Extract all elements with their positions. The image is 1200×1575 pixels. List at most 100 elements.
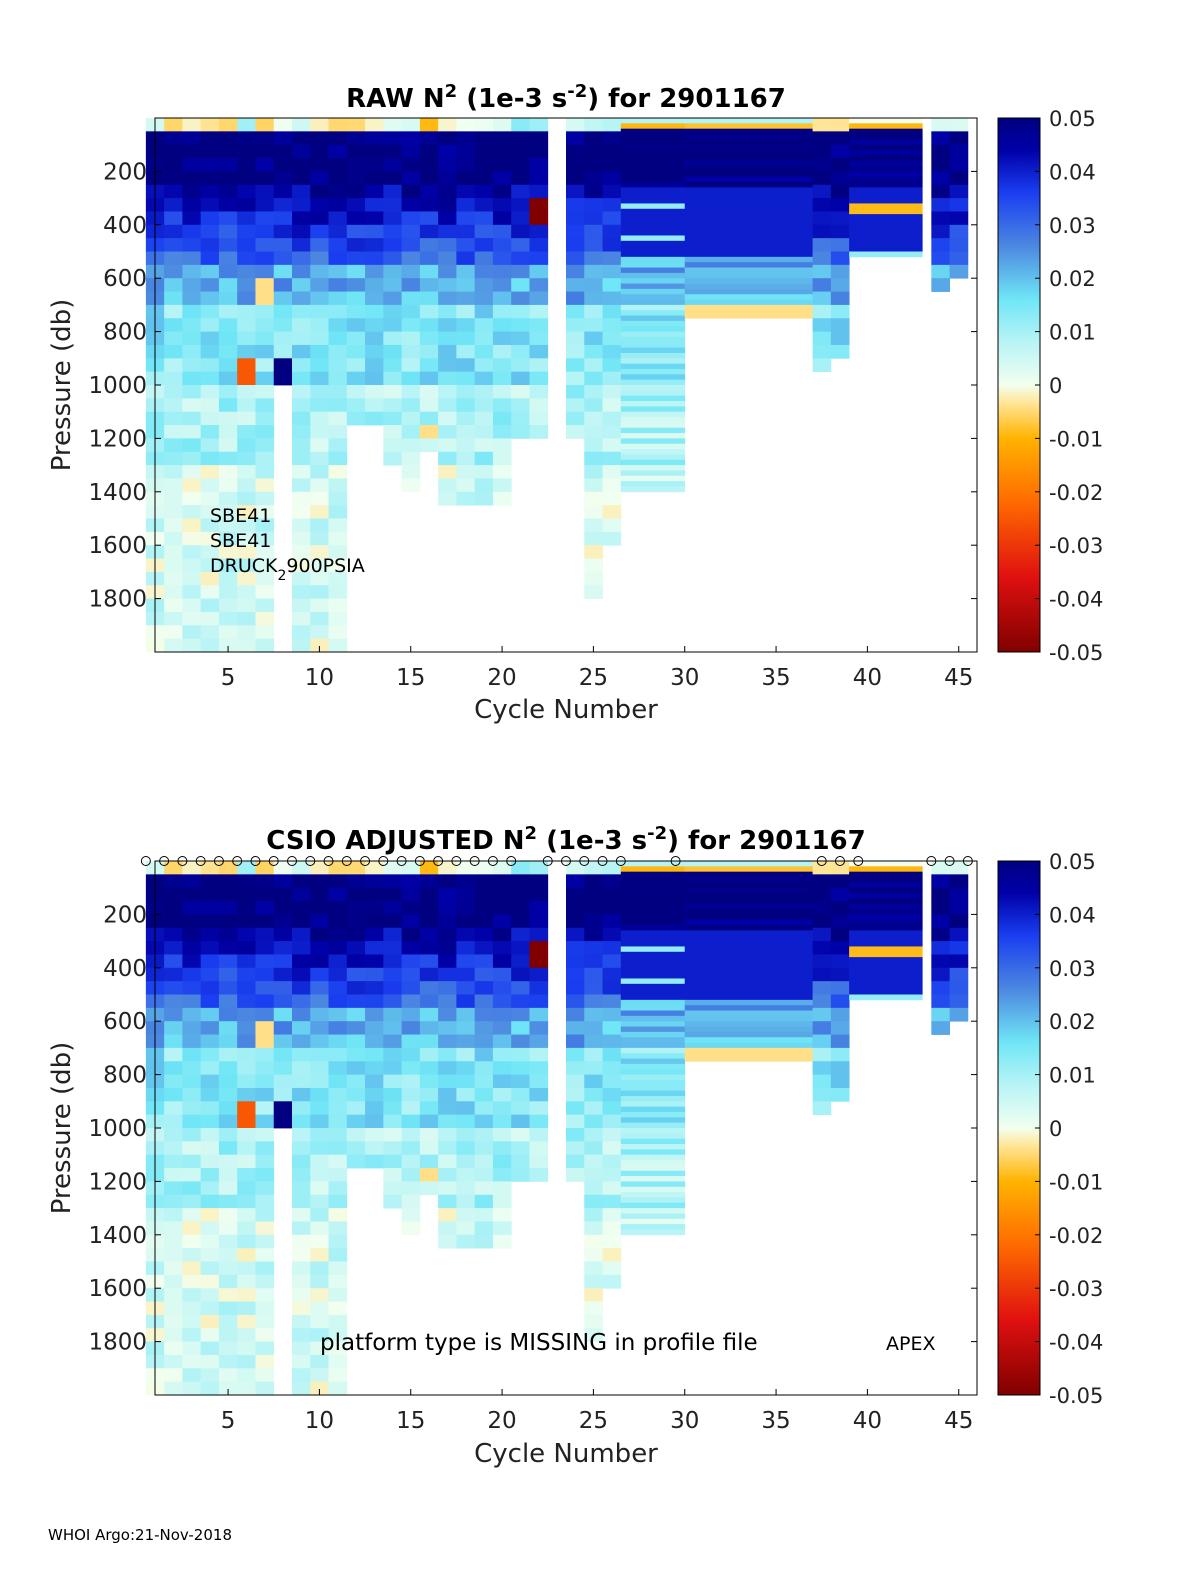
heatmap-cell (830, 198, 850, 212)
heatmap-cell (218, 901, 238, 915)
heatmap-cell (182, 914, 202, 929)
heatmap-cell (438, 1141, 457, 1156)
heatmap-cell (566, 1154, 585, 1169)
heatmap-cell (273, 1021, 293, 1035)
heatmap-cell (218, 1248, 238, 1262)
heatmap-cell (255, 914, 275, 929)
heatmap-cell (602, 1087, 622, 1102)
heatmap-cell (419, 358, 439, 373)
heatmap-cell (383, 438, 402, 453)
heatmap-cell (492, 184, 512, 199)
heatmap-cell (584, 1034, 603, 1049)
heatmap-cell (492, 1074, 512, 1089)
heatmap-cell (346, 1074, 366, 1089)
heatmap-cell (620, 288, 686, 295)
heatmap-cell (182, 1208, 202, 1222)
heatmap-cell (620, 909, 686, 915)
heatmap-cell (328, 278, 348, 292)
heatmap-cell (292, 1234, 311, 1249)
heatmap-cell (346, 874, 366, 889)
heatmap-cell (684, 240, 813, 247)
heatmap-cell (218, 398, 238, 413)
heatmap-cell (438, 927, 457, 942)
heatmap-cell (273, 131, 293, 146)
heatmap-cell (456, 371, 476, 386)
heatmap-cell (200, 1074, 220, 1089)
qc-marker (213, 856, 224, 866)
heatmap-cell (310, 901, 329, 915)
heatmap-cell (401, 398, 421, 413)
heatmap-cell (237, 398, 256, 413)
heatmap-cell (812, 304, 832, 319)
heatmap-cell (328, 1141, 348, 1156)
heatmap-cell (237, 981, 256, 995)
heatmap-cell (529, 927, 549, 942)
heatmap-cell (474, 291, 494, 306)
heatmap-cell (474, 238, 494, 252)
heatmap-cell (182, 1181, 202, 1196)
heatmap-cell (566, 264, 585, 279)
heatmap-cell (492, 385, 512, 399)
heatmap-cell (438, 385, 457, 399)
heatmap-cell (182, 861, 202, 875)
heatmap-cell (346, 1021, 366, 1035)
heatmap-cell (200, 184, 220, 199)
heatmap-cell (529, 1007, 549, 1022)
heatmap-cell (474, 1181, 494, 1196)
heatmap-cell (474, 1114, 494, 1129)
heatmap-cell (365, 1034, 384, 1049)
heatmap-cell (812, 1007, 832, 1022)
heatmap-cell (328, 638, 348, 653)
heatmap-cell (328, 531, 348, 546)
heatmap-cell (292, 1221, 311, 1236)
heatmap-cell (346, 954, 366, 969)
heatmap-cell (255, 1074, 275, 1089)
heatmap-cell (602, 331, 622, 346)
heatmap-cell (255, 531, 275, 546)
heatmap-cell (584, 1168, 603, 1182)
heatmap-cell (931, 927, 950, 942)
heatmap-cell (255, 1354, 275, 1369)
heatmap-cell (328, 558, 348, 573)
heatmap-cell (365, 144, 384, 159)
heatmap-cell (401, 1154, 421, 1169)
heatmap-cell (218, 491, 238, 506)
heatmap-cell (684, 930, 813, 937)
heatmap-cell (812, 264, 832, 279)
heatmap-cell (292, 1114, 311, 1129)
heatmap-cell (200, 558, 220, 573)
heatmap-cell (492, 224, 512, 239)
heatmap-cell (164, 1288, 183, 1302)
heatmap-cell (292, 1274, 311, 1289)
heatmap-cell (292, 1141, 311, 1156)
heatmap-cell (255, 1221, 275, 1236)
x-tick-label: 35 (761, 1408, 790, 1434)
heatmap-cell (237, 451, 256, 466)
heatmap-cell (511, 158, 530, 172)
heatmap-cell (949, 264, 969, 279)
heatmap-cell (164, 344, 183, 359)
heatmap-cell (255, 1021, 275, 1035)
heatmap-cell (401, 927, 421, 942)
heatmap-cell (237, 211, 256, 226)
heatmap-cell (492, 331, 512, 346)
heatmap-cell (365, 1021, 384, 1035)
heatmap-cell (237, 625, 256, 640)
heatmap-cell (237, 251, 256, 266)
heatmap-cell (310, 585, 329, 599)
heatmap-cell (849, 251, 923, 258)
heatmap-cell (931, 171, 950, 186)
heatmap-cell (419, 1021, 439, 1035)
heatmap-cell (566, 1034, 585, 1049)
heatmap-cell (182, 1034, 202, 1049)
heatmap-cell (849, 235, 923, 242)
heatmap-cell (684, 310, 813, 316)
heatmap-cell (849, 973, 923, 979)
heatmap-cell (164, 331, 183, 346)
heatmap-cell (292, 144, 311, 159)
heatmap-cell (310, 158, 329, 172)
heatmap-cell (237, 887, 256, 902)
heatmap-cell (511, 927, 530, 942)
heatmap-cell (931, 118, 950, 132)
heatmap-cell (218, 211, 238, 226)
